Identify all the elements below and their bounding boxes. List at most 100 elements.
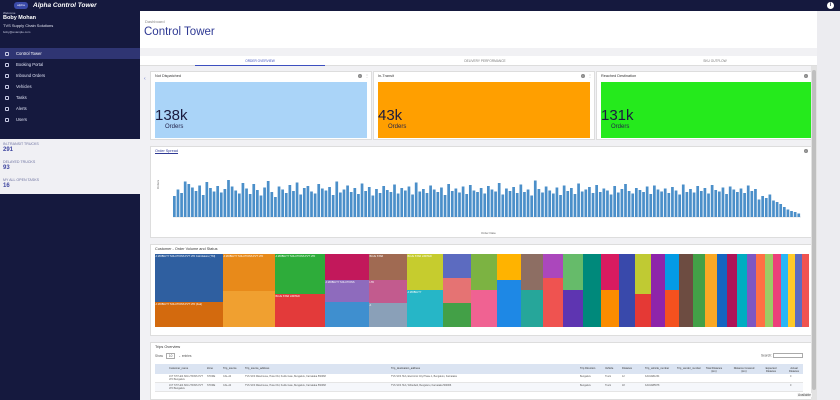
- chart-bar[interactable]: [400, 188, 404, 217]
- chart-bar[interactable]: [555, 187, 559, 218]
- chart-bar[interactable]: [761, 196, 765, 217]
- chart-bar[interactable]: [692, 192, 696, 218]
- treemap-tile[interactable]: [765, 254, 773, 327]
- chart-bar[interactable]: [598, 192, 602, 217]
- treemap-tile[interactable]: [543, 254, 563, 278]
- chart-bar[interactable]: [508, 191, 512, 217]
- chart-bar[interactable]: [645, 186, 649, 218]
- chart-bar[interactable]: [367, 187, 371, 217]
- treemap-tile[interactable]: A MOBILITY: [407, 290, 443, 327]
- chart-bar[interactable]: [328, 187, 331, 217]
- chart-bar[interactable]: [237, 193, 241, 218]
- chart-bar[interactable]: [533, 180, 537, 218]
- chart-bar[interactable]: [537, 189, 541, 217]
- col-header[interactable]: Distance: [622, 367, 633, 370]
- chart-bar[interactable]: [663, 188, 667, 218]
- chart-bar[interactable]: [653, 185, 656, 218]
- chart-bar[interactable]: [429, 185, 432, 218]
- stat-delayed-value[interactable]: 93: [3, 165, 10, 171]
- chart-bar[interactable]: [447, 184, 451, 217]
- chart-bar[interactable]: [772, 200, 775, 218]
- chart-bar[interactable]: [721, 187, 725, 218]
- sidebar-item-users[interactable]: Users: [0, 114, 140, 125]
- chart-bar[interactable]: [227, 180, 230, 217]
- treemap-tile[interactable]: [601, 254, 619, 290]
- chart-bar[interactable]: [230, 186, 234, 218]
- chart-bar[interactable]: [490, 189, 494, 218]
- chart-bar[interactable]: [515, 193, 519, 217]
- treemap-tile[interactable]: [635, 254, 651, 294]
- chart-bar[interactable]: [699, 191, 703, 217]
- chart-bar[interactable]: [584, 189, 588, 218]
- col-header[interactable]: Trip_vehicle_number: [645, 367, 670, 370]
- chart-bar[interactable]: [302, 188, 306, 217]
- treemap-tile[interactable]: [635, 294, 651, 327]
- treemap-tile[interactable]: [471, 254, 497, 290]
- chart-bar[interactable]: [544, 186, 548, 218]
- chart-bar[interactable]: [487, 186, 490, 217]
- chart-bar[interactable]: [256, 190, 259, 217]
- chart-bar[interactable]: [609, 194, 613, 218]
- treemap-tile[interactable]: A MOBILITY SOLUTIONS PVT LTD (Kak): [155, 302, 223, 327]
- info-icon[interactable]: i: [827, 2, 834, 9]
- kpi-in-transit[interactable]: In-Transit i ⋮ 43k Orders: [373, 71, 595, 140]
- chart-bar[interactable]: [793, 212, 797, 217]
- chart-bar[interactable]: [707, 193, 710, 218]
- chart-bar[interactable]: [580, 191, 584, 218]
- chart-bar[interactable]: [656, 189, 660, 218]
- chart-bar[interactable]: [209, 188, 212, 217]
- chart-bar[interactable]: [259, 195, 263, 218]
- chart-bar[interactable]: [288, 185, 292, 217]
- chart-bar[interactable]: [310, 191, 313, 218]
- chart-bar[interactable]: [313, 193, 317, 218]
- chart-bar[interactable]: [764, 198, 768, 217]
- chart-bar[interactable]: [472, 190, 476, 218]
- chart-bar[interactable]: [728, 186, 732, 218]
- chart-bar[interactable]: [187, 184, 191, 217]
- table-row[interactable]: JCT STYLES SOLUTIONS PVT LTD Bengaluru S…: [155, 374, 803, 383]
- treemap-tile[interactable]: [802, 254, 809, 327]
- chart-bar[interactable]: [512, 187, 515, 217]
- chart-bar[interactable]: [450, 191, 454, 217]
- chart-bar[interactable]: [389, 192, 393, 217]
- chart-bar[interactable]: [335, 181, 339, 218]
- tab-order-overview[interactable]: ORDER OVERVIEW: [195, 56, 325, 66]
- chart-bar[interactable]: [685, 192, 689, 217]
- treemap-tile[interactable]: [756, 254, 765, 327]
- chart-bar[interactable]: [396, 193, 400, 218]
- chart-bar[interactable]: [375, 189, 378, 217]
- treemap-tile[interactable]: LTD: [369, 280, 407, 303]
- tab-sku-outflow[interactable]: SKU OUTFLOW: [703, 59, 727, 63]
- chart-bar[interactable]: [252, 184, 256, 217]
- col-header[interactable]: Customer_name: [169, 367, 189, 370]
- chart-bar[interactable]: [573, 194, 577, 217]
- chart-bar[interactable]: [689, 189, 692, 217]
- chart-bar[interactable]: [274, 197, 277, 217]
- chart-bar[interactable]: [411, 194, 414, 218]
- menu-icon[interactable]: ⋮: [365, 73, 369, 78]
- treemap-tile[interactable]: A MOBILITY SOLUTIONS PVT LTD: [275, 254, 325, 294]
- chart-bar[interactable]: [703, 188, 707, 217]
- chart-bar[interactable]: [425, 193, 429, 217]
- chart-bar[interactable]: [234, 190, 238, 218]
- chart-bar[interactable]: [681, 184, 685, 218]
- chart-bar[interactable]: [494, 191, 497, 218]
- chart-bar[interactable]: [173, 196, 176, 217]
- chart-bar[interactable]: [248, 194, 252, 217]
- chart-bar[interactable]: [385, 190, 389, 217]
- treemap-tile[interactable]: [443, 254, 471, 278]
- chart-bar[interactable]: [241, 183, 245, 217]
- chart-bar[interactable]: [736, 192, 739, 217]
- chart-bar[interactable]: [717, 191, 721, 218]
- chart-bar[interactable]: [638, 190, 642, 217]
- treemap-tile[interactable]: [563, 254, 583, 290]
- treemap-tile[interactable]: [443, 278, 471, 303]
- chart-bar[interactable]: [566, 191, 570, 217]
- kpi-reached-destination[interactable]: Reached Destination i ⋮ 131k Orders: [596, 71, 818, 140]
- sidebar-item-vehicles[interactable]: Vehicles: [0, 81, 140, 92]
- chart-bar[interactable]: [299, 194, 303, 218]
- treemap-tile[interactable]: [747, 254, 756, 327]
- chart-bar[interactable]: [180, 193, 183, 217]
- sidebar-item-inbound-orders[interactable]: Inbound Orders: [0, 70, 140, 81]
- treemap-tile[interactable]: [773, 254, 781, 327]
